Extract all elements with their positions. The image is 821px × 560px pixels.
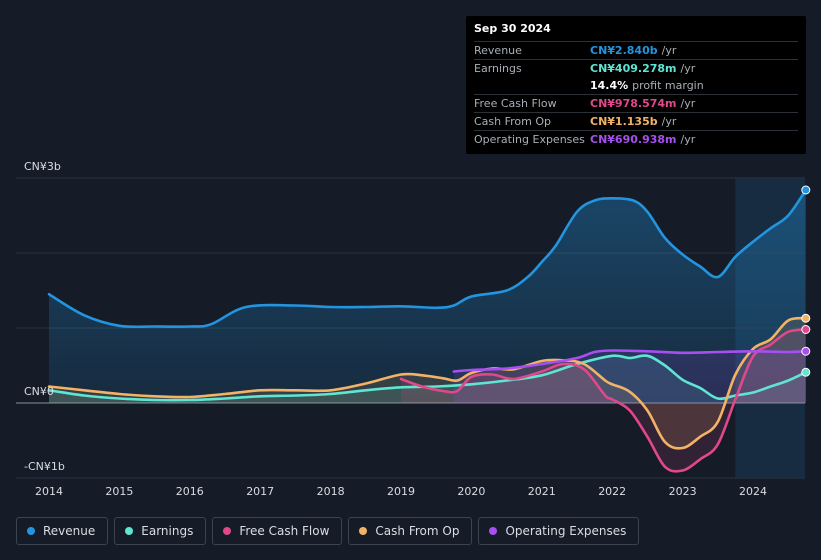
operating-expenses-end-point bbox=[801, 346, 811, 356]
x-tick-label: 2022 bbox=[598, 485, 626, 498]
free-cash-flow-end-point bbox=[801, 325, 811, 334]
tooltip-date: Sep 30 2024 bbox=[474, 22, 551, 35]
tooltip-unit: /yr bbox=[680, 62, 696, 75]
tooltip-label: Free Cash Flow bbox=[474, 97, 557, 110]
tooltip-value: CN¥1.135b bbox=[590, 115, 658, 128]
tooltip-label: Cash From Op bbox=[474, 115, 552, 128]
revenue-end-point bbox=[801, 185, 811, 195]
y-tick-label: CN¥3b bbox=[24, 160, 61, 173]
legend-dot-icon bbox=[27, 527, 35, 535]
tooltip-unit: /yr bbox=[661, 44, 677, 57]
x-tick-label: 2021 bbox=[528, 485, 556, 498]
tooltip-value: CN¥2.840b bbox=[590, 44, 658, 57]
x-tick-label: 2023 bbox=[669, 485, 697, 498]
legend-item-free-cash-flow[interactable]: Free Cash Flow bbox=[212, 517, 343, 545]
tooltip-value: CN¥409.278m bbox=[590, 62, 677, 75]
operating-expenses-line bbox=[452, 349, 808, 373]
earnings-area bbox=[49, 355, 806, 403]
profit-margin-value: 14.4% bbox=[590, 79, 629, 92]
tooltip-label bbox=[474, 77, 590, 94]
x-tick-label: 2017 bbox=[246, 485, 274, 498]
free-cash-flow-area bbox=[401, 329, 806, 472]
tooltip-unit: /yr bbox=[680, 97, 696, 110]
tooltip-row-opex: Operating Expenses CN¥690.938m /yr bbox=[474, 130, 798, 148]
y-tick-label: CN¥0 bbox=[24, 385, 54, 398]
legend-label: Operating Expenses bbox=[505, 524, 627, 538]
legend: Revenue Earnings Free Cash Flow Cash Fro… bbox=[16, 517, 640, 545]
x-tick-label: 2015 bbox=[105, 485, 133, 498]
cash-from-op-line bbox=[47, 316, 808, 450]
earnings-end-point bbox=[801, 367, 811, 377]
tooltip-value: CN¥978.574m bbox=[590, 97, 677, 110]
free-cash-flow-line bbox=[399, 328, 808, 473]
tooltip: Sep 30 2024 Revenue CN¥2.840b /yr Earnin… bbox=[466, 16, 806, 154]
legend-dot-icon bbox=[125, 527, 134, 535]
tooltip-unit: /yr bbox=[680, 133, 696, 146]
profit-margin-unit: profit margin bbox=[632, 79, 704, 92]
cash-from-op-area bbox=[49, 318, 806, 449]
tooltip-row-fcf: Free Cash Flow CN¥978.574m /yr bbox=[474, 94, 798, 112]
tooltip-label: Revenue bbox=[474, 44, 522, 57]
y-tick-label: -CN¥1b bbox=[24, 460, 65, 473]
legend-label: Cash From Op bbox=[375, 524, 460, 538]
operating-expenses-area bbox=[453, 350, 806, 403]
x-tick-label: 2014 bbox=[35, 485, 63, 498]
x-tick-label: 2020 bbox=[457, 485, 485, 498]
tooltip-row-earnings: Earnings CN¥409.278m /yr bbox=[474, 59, 798, 77]
legend-item-earnings[interactable]: Earnings bbox=[114, 517, 207, 545]
legend-dot-icon bbox=[489, 527, 498, 535]
legend-label: Revenue bbox=[43, 524, 96, 538]
legend-dot-icon bbox=[359, 527, 368, 535]
legend-label: Earnings bbox=[141, 524, 194, 538]
legend-item-operating-expenses[interactable]: Operating Expenses bbox=[478, 517, 640, 545]
revenue-line bbox=[47, 188, 808, 329]
tooltip-row-cfo: Cash From Op CN¥1.135b /yr bbox=[474, 112, 798, 130]
x-tick-label: 2024 bbox=[739, 485, 767, 498]
tooltip-row-revenue: Revenue CN¥2.840b /yr bbox=[474, 41, 798, 59]
cash-from-op-end-point bbox=[801, 313, 811, 323]
legend-label: Free Cash Flow bbox=[239, 524, 330, 538]
tooltip-label: Earnings bbox=[474, 62, 522, 75]
tooltip-label: Operating Expenses bbox=[474, 133, 585, 146]
x-tick-label: 2018 bbox=[317, 485, 345, 498]
tooltip-row-margin: 14.4% profit margin bbox=[474, 77, 798, 94]
x-tick-label: 2019 bbox=[387, 485, 415, 498]
x-tick-label: 2016 bbox=[176, 485, 204, 498]
legend-item-cash-from-op[interactable]: Cash From Op bbox=[348, 517, 473, 545]
tooltip-value: CN¥690.938m bbox=[590, 133, 677, 146]
legend-item-revenue[interactable]: Revenue bbox=[16, 517, 109, 545]
tooltip-unit: /yr bbox=[661, 115, 677, 128]
legend-dot-icon bbox=[223, 527, 232, 535]
